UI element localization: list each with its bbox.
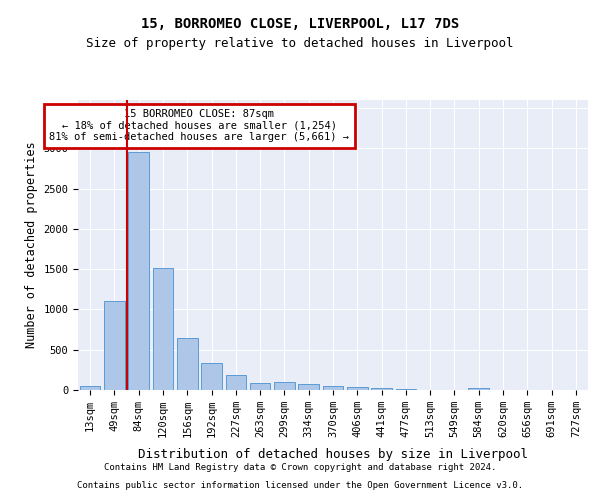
Text: 15, BORROMEO CLOSE, LIVERPOOL, L17 7DS: 15, BORROMEO CLOSE, LIVERPOOL, L17 7DS [141,18,459,32]
Bar [152,268,173,390]
Bar [347,387,368,390]
Bar [323,386,343,390]
Bar [250,383,271,390]
Bar [177,338,197,390]
Text: Contains HM Land Registry data © Crown copyright and database right 2024.: Contains HM Land Registry data © Crown c… [104,464,496,472]
Bar [274,382,295,390]
Text: 15 BORROMEO CLOSE: 87sqm
← 18% of detached houses are smaller (1,254)
81% of sem: 15 BORROMEO CLOSE: 87sqm ← 18% of detach… [49,109,349,142]
Bar [371,388,392,390]
Bar [201,362,222,390]
Text: Contains public sector information licensed under the Open Government Licence v3: Contains public sector information licen… [77,481,523,490]
Bar [104,302,125,390]
Bar [469,388,489,390]
Y-axis label: Number of detached properties: Number of detached properties [25,142,38,348]
X-axis label: Distribution of detached houses by size in Liverpool: Distribution of detached houses by size … [138,448,528,462]
Bar [80,386,100,390]
Bar [128,152,149,390]
Bar [395,389,416,390]
Text: Size of property relative to detached houses in Liverpool: Size of property relative to detached ho… [86,38,514,51]
Bar [298,384,319,390]
Bar [226,375,246,390]
